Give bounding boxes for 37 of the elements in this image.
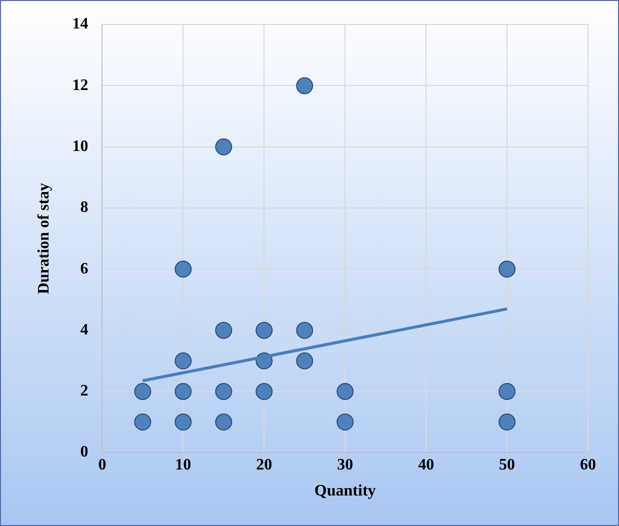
- point: [215, 414, 232, 431]
- point: [174, 260, 192, 278]
- point: [134, 414, 152, 431]
- y-tick-label: 14: [72, 16, 88, 33]
- y-axis-title: Duration of stay: [36, 183, 53, 294]
- point: [215, 138, 232, 156]
- x-tick-label: 40: [418, 456, 434, 474]
- y-tick-label: 4: [80, 321, 88, 338]
- point: [498, 260, 516, 278]
- x-tick-label: 20: [256, 456, 272, 474]
- point: [336, 382, 354, 400]
- y-tick-label: 12: [72, 76, 88, 94]
- x-tick-label: 60: [580, 456, 596, 474]
- point: [296, 77, 314, 94]
- point: [215, 382, 232, 400]
- y-tick-label: 8: [80, 199, 88, 216]
- x-tick-label: 30: [337, 456, 354, 474]
- x-tick-label: 50: [499, 456, 516, 474]
- x-axis-title: Quantity: [314, 482, 376, 500]
- point: [498, 382, 516, 400]
- point: [174, 352, 192, 370]
- point: [256, 382, 273, 400]
- point: [215, 322, 232, 339]
- point: [336, 414, 354, 431]
- point: [498, 414, 516, 431]
- y-tick-label: 10: [72, 138, 88, 156]
- point: [256, 322, 273, 339]
- y-tick-label: 0: [80, 444, 88, 461]
- x-tick-label: 10: [175, 456, 192, 474]
- point: [134, 382, 152, 400]
- point: [174, 414, 192, 431]
- point: [174, 382, 192, 400]
- point: [296, 352, 314, 370]
- y-tick-label: 2: [80, 382, 88, 400]
- x-tick-label: 0: [98, 456, 106, 474]
- point: [296, 322, 314, 339]
- y-tick-label: 6: [80, 260, 88, 278]
